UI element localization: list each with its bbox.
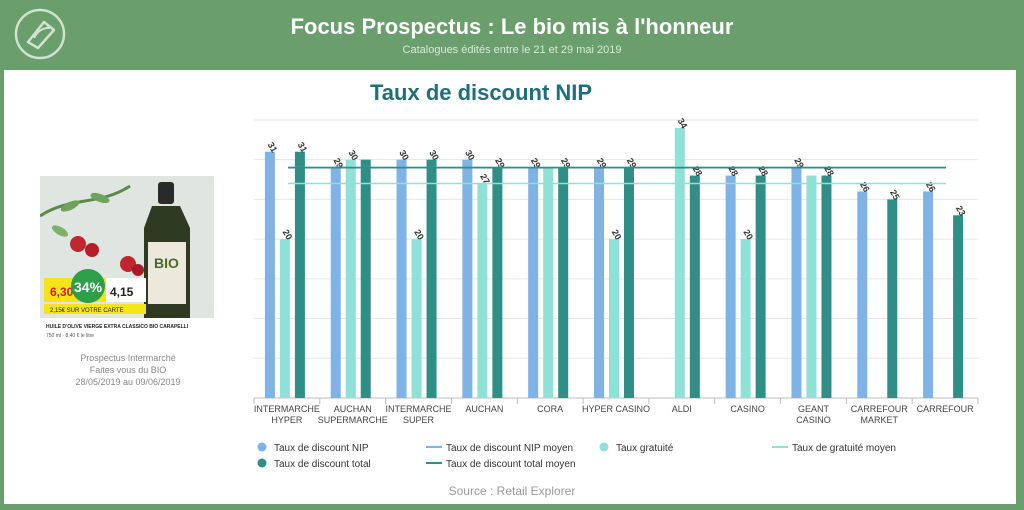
x-tick-label: HYPER <box>271 415 303 425</box>
data-label: 23 <box>954 204 968 218</box>
data-label: 29 <box>493 156 507 170</box>
gratuite-bar <box>674 127 685 398</box>
gratuite-bar <box>609 239 619 398</box>
x-tick-label: MARKET <box>861 415 899 425</box>
price-left: 6,30 <box>50 285 74 299</box>
caption-line-1: Prospectus Intermarché <box>80 353 176 363</box>
data-label: 30 <box>346 148 360 162</box>
data-label: 34 <box>676 117 690 131</box>
data-label: 29 <box>595 156 609 170</box>
total-bar <box>953 215 964 398</box>
caption-line-2: Faites vous du BIO <box>89 365 167 375</box>
data-label: 20 <box>610 228 624 242</box>
product-name: HUILE D'OLIVE VIERGE EXTRA CLASSICO BIO … <box>46 324 189 330</box>
legend-dot <box>257 458 267 468</box>
x-tick-label: SUPERMARCHE <box>318 415 388 425</box>
data-label: 30 <box>463 148 477 162</box>
data-label: 29 <box>792 156 806 170</box>
data-label: 30 <box>427 148 441 162</box>
total-bar <box>821 175 832 398</box>
x-tick-label: INTERMARCHE <box>386 404 452 414</box>
product-photo: BIO 6,30 34% 4,15 2,15€ SUR VOTRE CARTE … <box>40 176 214 346</box>
photo-caption: Prospectus Intermarché Faites vous du BI… <box>40 352 216 388</box>
gratuite-bar <box>740 239 751 398</box>
total-bar <box>492 167 503 398</box>
data-label: 30 <box>397 148 411 162</box>
nip-bar <box>857 191 868 398</box>
source-note: Source : Retail Explorer <box>448 484 576 498</box>
page-subtitle: Catalogues édités entre le 21 et 29 mai … <box>402 44 622 56</box>
total-bar <box>558 167 569 398</box>
legend-label: Taux de gratuité moyen <box>792 443 896 454</box>
discount-badge: 34% <box>74 279 103 295</box>
legend-label: Taux de discount NIP <box>274 443 369 454</box>
gratuite-bar <box>477 183 488 398</box>
gratuite-bar <box>806 175 817 398</box>
nip-bar <box>396 159 407 398</box>
nip-bar <box>264 151 275 398</box>
gratuite-bar <box>345 159 356 398</box>
gratuite-bar <box>543 167 554 398</box>
total-bar <box>689 175 700 398</box>
x-tick-label: ALDI <box>672 404 692 414</box>
x-tick-label: AUCHAN <box>334 404 372 414</box>
legend-dot <box>257 442 267 452</box>
nip-bar <box>528 167 539 398</box>
x-tick-label: INTERMARCHE <box>254 404 320 414</box>
total-bar <box>294 151 305 398</box>
chart-title: Taux de discount NIP <box>370 80 593 105</box>
total-bar <box>887 199 898 398</box>
product-detail: 750 ml · 8,40 € le litre <box>46 333 94 339</box>
nip-bar <box>594 167 604 398</box>
x-tick-label: CASINO <box>730 404 765 414</box>
x-tick-label: GEANT <box>798 404 830 414</box>
data-label: 31 <box>266 140 280 154</box>
legend-label: Taux gratuité <box>616 443 674 454</box>
legend-label: Taux de discount total <box>274 459 371 470</box>
data-label: 29 <box>625 156 639 170</box>
nip-bar <box>923 191 934 398</box>
page-title: Focus Prospectus : Le bio mis à l'honneu… <box>290 14 734 39</box>
total-bar <box>755 175 766 398</box>
legend-label: Taux de discount NIP moyen <box>446 443 573 454</box>
x-tick-label: CORA <box>537 404 563 414</box>
offer-band: 2,15€ SUR VOTRE CARTE <box>50 308 124 314</box>
data-label: 31 <box>296 140 310 154</box>
caption-line-3: 28/05/2019 au 09/06/2019 <box>75 377 181 387</box>
x-tick-label: CARREFOUR <box>917 404 975 414</box>
price-right: 4,15 <box>110 285 134 299</box>
x-tick-label: CARREFOUR <box>851 404 909 414</box>
legend-label: Taux de discount total moyen <box>446 459 576 470</box>
gratuite-bar <box>279 239 290 398</box>
total-bar <box>360 159 371 398</box>
x-tick-label: AUCHAN <box>465 404 503 414</box>
data-label: 29 <box>559 156 573 170</box>
data-label: 27 <box>478 172 492 186</box>
gratuite-bar <box>411 239 422 398</box>
data-label: 20 <box>741 228 755 242</box>
x-tick-label: CASINO <box>796 415 831 425</box>
x-tick-label: HYPER CASINO <box>582 404 650 414</box>
data-label: 25 <box>888 188 902 202</box>
header: Focus Prospectus : Le bio mis à l'honneu… <box>0 0 1024 68</box>
leaf-tag-icon <box>14 8 66 60</box>
nip-bar <box>791 167 802 398</box>
data-label: 29 <box>331 156 345 170</box>
nip-bar <box>462 159 473 398</box>
x-tick-label: SUPER <box>403 415 435 425</box>
total-bar <box>426 159 437 398</box>
total-bar <box>624 167 634 398</box>
data-label: 20 <box>412 228 426 242</box>
product-illustration: BIO 6,30 34% 4,15 2,15€ SUR VOTRE CARTE … <box>40 176 214 346</box>
nip-bar <box>725 175 736 398</box>
bottle-label-text: BIO <box>154 255 179 271</box>
data-label: 20 <box>281 228 295 242</box>
legend-dot <box>599 442 609 452</box>
nip-bar <box>330 167 341 398</box>
data-label: 29 <box>529 156 543 170</box>
